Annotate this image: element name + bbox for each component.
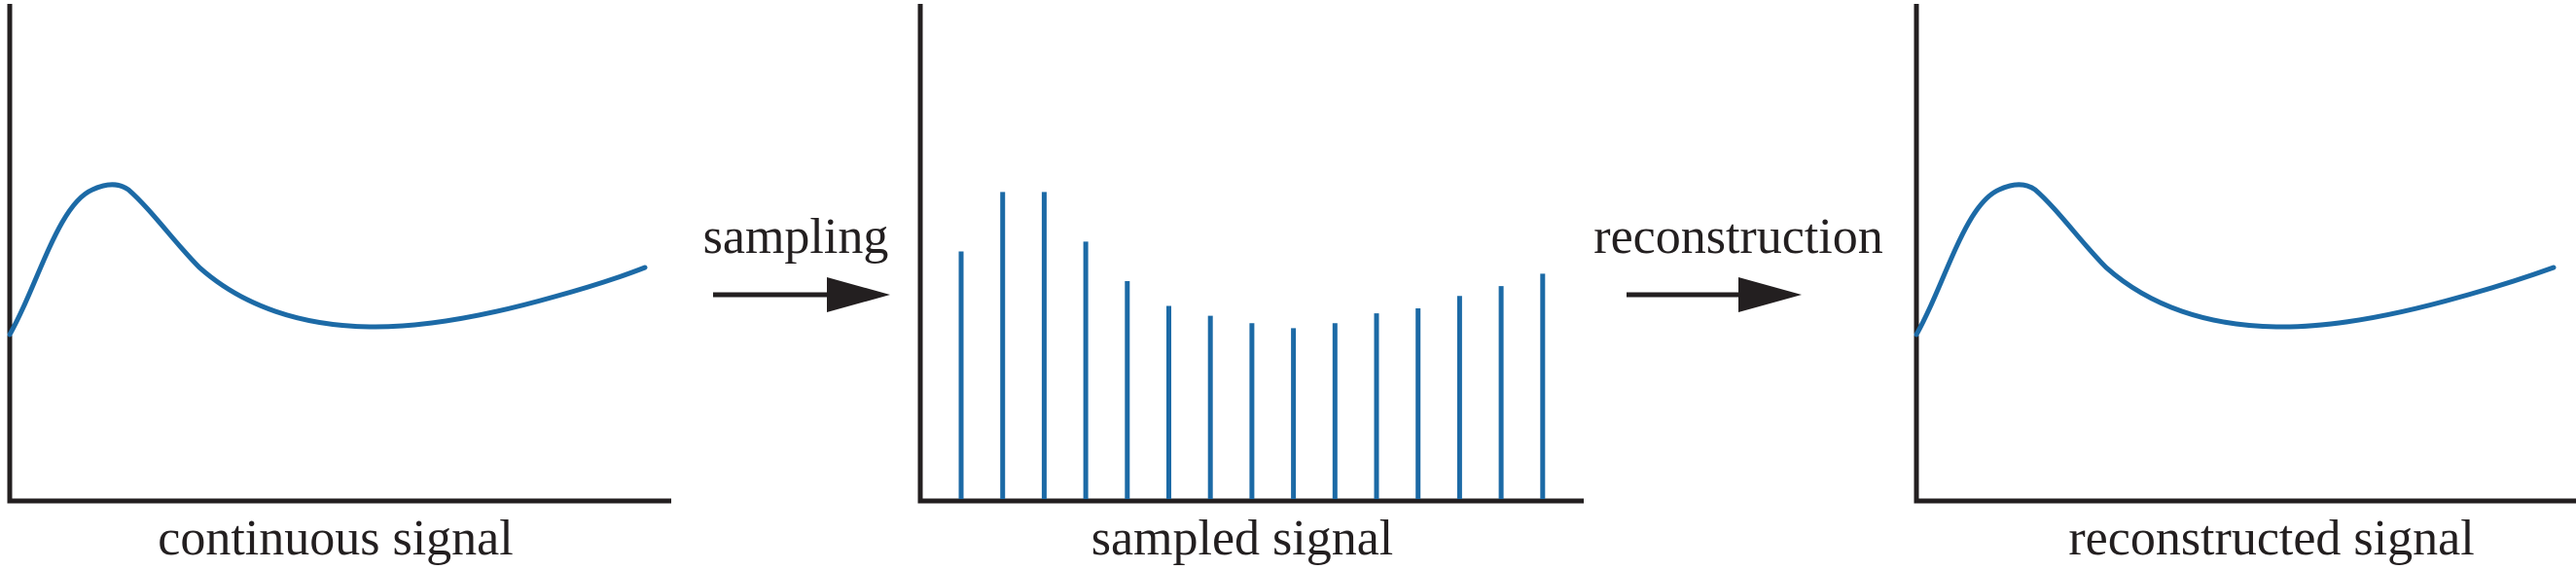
reconstruction-label: reconstruction: [1593, 209, 1882, 265]
continuous-signal-label: continuous signal: [158, 511, 513, 566]
sample-stems: [958, 192, 1546, 499]
reconstructed-signal-label: reconstructed signal: [2068, 511, 2474, 566]
sampled-axes: [917, 4, 1584, 504]
continuous-panel: continuous signal: [7, 4, 671, 566]
sampling-arrow: sampling: [703, 209, 890, 312]
sampled-panel: sampled signal: [917, 4, 1584, 566]
reconstructed-signal-curve: [1914, 182, 2557, 338]
reconstruction-arrow: reconstruction: [1593, 209, 1883, 312]
continuous-axes: [7, 4, 671, 504]
sampled-signal-label: sampled signal: [1091, 511, 1394, 566]
reconstructed-axes: [1914, 4, 2576, 504]
reconstructed-panel: reconstructed signal: [1914, 4, 2576, 566]
continuous-signal-curve: [7, 182, 648, 338]
sampling-arrow-head: [827, 277, 890, 312]
sampling-label: sampling: [703, 209, 889, 265]
reconstruction-arrow-head: [1738, 277, 1802, 312]
